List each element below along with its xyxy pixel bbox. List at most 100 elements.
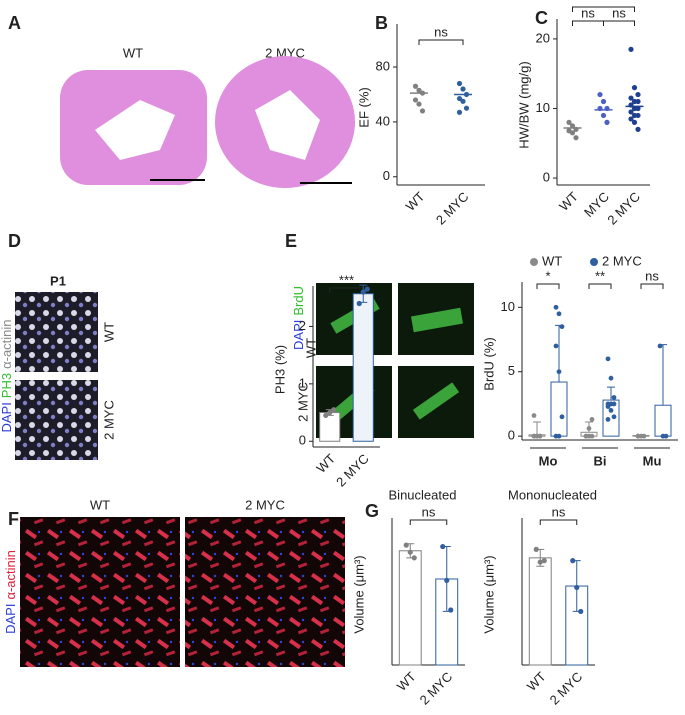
data-point bbox=[444, 577, 450, 584]
row-label: 2 MYC bbox=[295, 382, 310, 422]
y-tick-label: 0 bbox=[299, 433, 306, 448]
data-point bbox=[635, 126, 641, 132]
data-point bbox=[569, 123, 576, 129]
data-point bbox=[448, 607, 454, 613]
data-point bbox=[356, 300, 362, 307]
data-point bbox=[403, 542, 409, 548]
data-point bbox=[611, 401, 617, 407]
data-point bbox=[533, 546, 539, 552]
significance-label: ns bbox=[434, 24, 448, 39]
data-point bbox=[456, 80, 463, 87]
data-point bbox=[611, 395, 617, 400]
data-point bbox=[628, 95, 634, 101]
data-point bbox=[635, 91, 641, 98]
legend-label: WT bbox=[542, 253, 562, 268]
column-label: 2 MYC bbox=[245, 497, 285, 512]
data-point bbox=[605, 404, 611, 409]
row-label: 2 MYC bbox=[101, 400, 116, 440]
significance-bracket bbox=[536, 283, 560, 289]
stain-name: DAPI bbox=[0, 402, 14, 432]
x-tick-label: Mu bbox=[643, 453, 662, 468]
data-point bbox=[604, 119, 610, 125]
row-label: WT bbox=[303, 338, 318, 358]
data-point bbox=[559, 414, 565, 420]
significance-bracket bbox=[409, 519, 448, 525]
significance-label: * bbox=[601, 0, 606, 6]
y-tick-label: 0 bbox=[543, 169, 550, 184]
significance-label: ** bbox=[595, 268, 605, 283]
data-point bbox=[641, 433, 647, 439]
y-axis-label: PH3 (%) bbox=[272, 345, 287, 394]
data-point bbox=[541, 558, 547, 564]
data-point bbox=[460, 86, 466, 92]
data-point bbox=[657, 343, 663, 349]
data-point bbox=[569, 130, 576, 136]
image-label: WT bbox=[123, 45, 143, 60]
x-tick-label: 2 MYC bbox=[547, 669, 586, 708]
data-point bbox=[553, 343, 559, 349]
data-point bbox=[573, 135, 579, 141]
y-tick-label: 80 bbox=[376, 58, 390, 73]
micrograph bbox=[185, 517, 345, 667]
data-point bbox=[635, 105, 641, 112]
ventricle bbox=[255, 90, 320, 160]
row-label: WT bbox=[101, 322, 116, 342]
chart-title: Mononucleated bbox=[508, 487, 597, 502]
significance-bracket bbox=[603, 20, 635, 26]
x-tick-label: WT bbox=[524, 669, 549, 694]
data-point bbox=[570, 558, 576, 564]
data-point bbox=[553, 304, 559, 310]
data-point bbox=[574, 584, 580, 591]
data-point bbox=[537, 559, 543, 565]
data-point bbox=[531, 413, 537, 418]
y-tick-label: 1 bbox=[299, 375, 306, 390]
y-tick-label: 5 bbox=[508, 363, 515, 378]
data-point bbox=[412, 83, 419, 89]
bar bbox=[654, 404, 672, 437]
data-point bbox=[600, 98, 607, 105]
data-point bbox=[600, 112, 607, 119]
stain-label: DAPI PH3 α-actinin bbox=[0, 319, 14, 432]
data-point bbox=[463, 105, 470, 111]
y-axis-label: EF (%) bbox=[356, 87, 371, 127]
significance-bracket bbox=[640, 283, 664, 289]
significance-bracket bbox=[572, 6, 635, 12]
bar bbox=[352, 293, 374, 442]
panel-letter: D bbox=[8, 231, 21, 251]
data-point bbox=[586, 426, 592, 431]
x-tick-label: Mo bbox=[539, 453, 558, 468]
x-tick-label: WT bbox=[313, 451, 338, 476]
error-bar bbox=[533, 421, 541, 435]
data-point bbox=[419, 108, 426, 114]
data-point bbox=[628, 116, 634, 122]
significance-label: ns bbox=[552, 504, 566, 519]
significance-label: ns bbox=[612, 5, 626, 20]
data-point bbox=[578, 608, 584, 615]
data-point bbox=[611, 414, 617, 420]
micrograph bbox=[20, 517, 180, 667]
data-point bbox=[460, 98, 466, 104]
panel-letter: G bbox=[365, 501, 379, 521]
data-point bbox=[605, 356, 611, 362]
stain-name: α-actinin bbox=[0, 319, 14, 368]
legend-label: 2 MYC bbox=[602, 253, 642, 268]
data-point bbox=[597, 91, 603, 98]
significance-bracket bbox=[588, 283, 612, 289]
x-tick-label: 2 MYC bbox=[433, 189, 472, 228]
x-tick-label: WT bbox=[556, 189, 581, 214]
legend-marker bbox=[590, 258, 598, 266]
stain-name: DAPI bbox=[3, 604, 18, 634]
y-axis-label: BrdU (%) bbox=[481, 337, 496, 390]
data-point bbox=[556, 369, 562, 375]
x-tick-label: 2 MYC bbox=[604, 189, 643, 228]
data-point bbox=[412, 97, 419, 103]
micrograph bbox=[15, 380, 98, 460]
data-point bbox=[635, 112, 641, 119]
cell bbox=[410, 307, 464, 333]
data-point bbox=[364, 286, 370, 292]
data-point bbox=[631, 119, 638, 125]
data-point bbox=[589, 433, 595, 439]
micrograph bbox=[15, 292, 98, 372]
significance-bracket bbox=[572, 20, 604, 26]
y-tick-label: 10 bbox=[501, 299, 515, 314]
